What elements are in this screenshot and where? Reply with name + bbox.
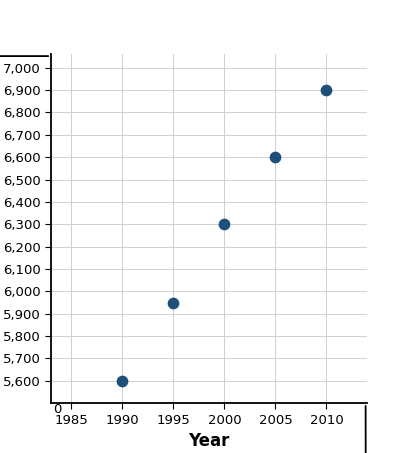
- Point: [272, 154, 279, 161]
- Point: [221, 221, 228, 228]
- Point: [323, 87, 330, 94]
- X-axis label: Year: Year: [188, 432, 230, 450]
- Text: 0: 0: [53, 403, 62, 416]
- Point: [119, 377, 126, 385]
- Point: [170, 299, 177, 306]
